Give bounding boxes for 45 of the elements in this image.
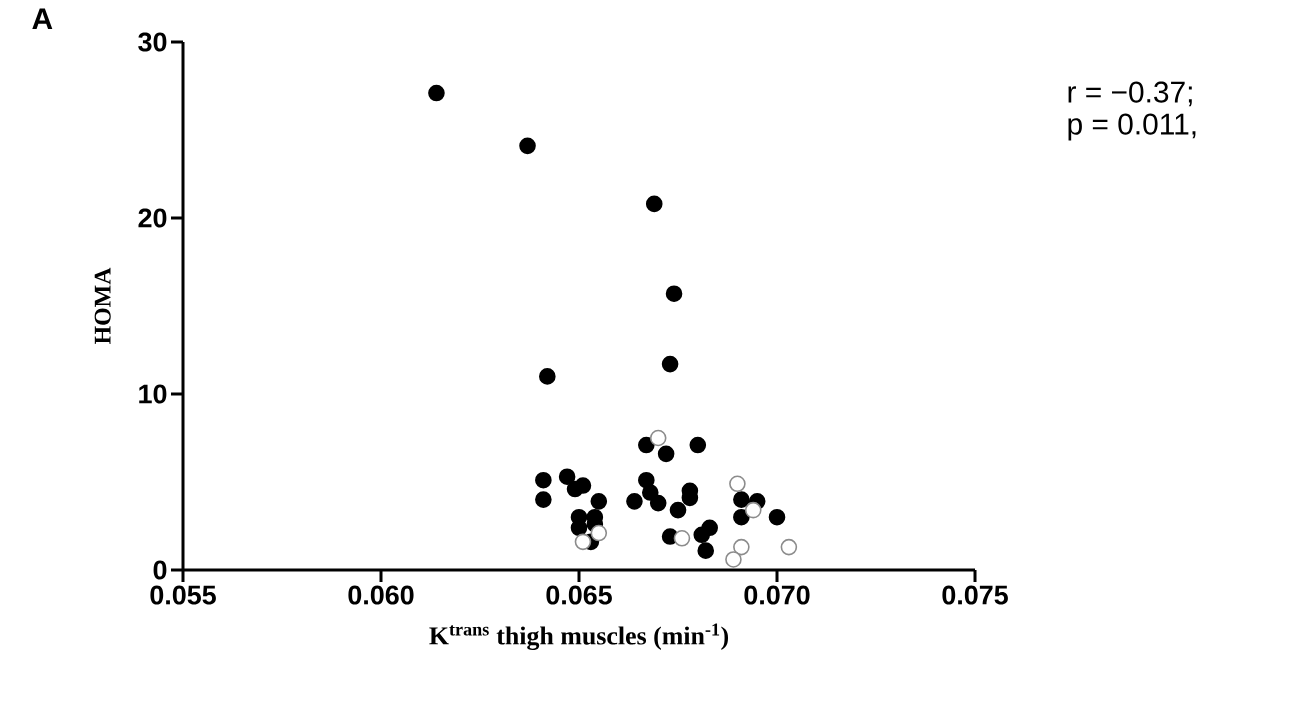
- y-tick-label: 20: [138, 208, 167, 228]
- x-axis-title: K$^{trans}$ thigh muscles (min$^{-1}$): [429, 623, 729, 651]
- point: [590, 524, 608, 542]
- y-tick-label: 0: [153, 560, 167, 580]
- x-tick-label: 0.070: [744, 585, 810, 605]
- point: [733, 491, 750, 508]
- y-tick-label: 30: [138, 32, 167, 52]
- point: [645, 195, 663, 213]
- point: [626, 493, 643, 510]
- point: [657, 445, 675, 463]
- point: [665, 285, 683, 302]
- point: [566, 480, 584, 498]
- point: [590, 493, 608, 510]
- x-tick-label: 0.075: [942, 585, 1008, 605]
- point: [780, 538, 798, 556]
- point: [768, 508, 786, 526]
- point: [535, 491, 552, 508]
- point: [519, 137, 536, 155]
- y-axis-title: HOMA: [94, 267, 111, 345]
- point: [673, 530, 691, 547]
- x-tick-label: 0.055: [150, 585, 216, 605]
- point: [428, 84, 445, 102]
- point: [689, 436, 707, 454]
- point: [535, 471, 552, 489]
- point: [638, 436, 655, 454]
- point: [701, 519, 718, 537]
- point: [729, 475, 746, 493]
- point: [574, 533, 592, 551]
- point: [733, 508, 750, 526]
- point: [661, 355, 679, 373]
- y-tick-label: 10: [139, 384, 167, 404]
- x-tick-label: 0.065: [546, 585, 612, 605]
- point: [697, 542, 715, 559]
- point: [649, 429, 667, 447]
- text: r = −0.37;: [1068, 81, 1192, 107]
- point: [744, 501, 762, 519]
- text: A: [32, 8, 53, 30]
- x-tick-label: 0.060: [348, 585, 414, 605]
- point: [558, 468, 576, 486]
- point: [539, 368, 556, 385]
- point: [669, 501, 687, 519]
- text: p = 0.011,: [1068, 113, 1196, 141]
- point: [733, 538, 750, 556]
- point: [649, 494, 667, 512]
- point: [725, 551, 742, 568]
